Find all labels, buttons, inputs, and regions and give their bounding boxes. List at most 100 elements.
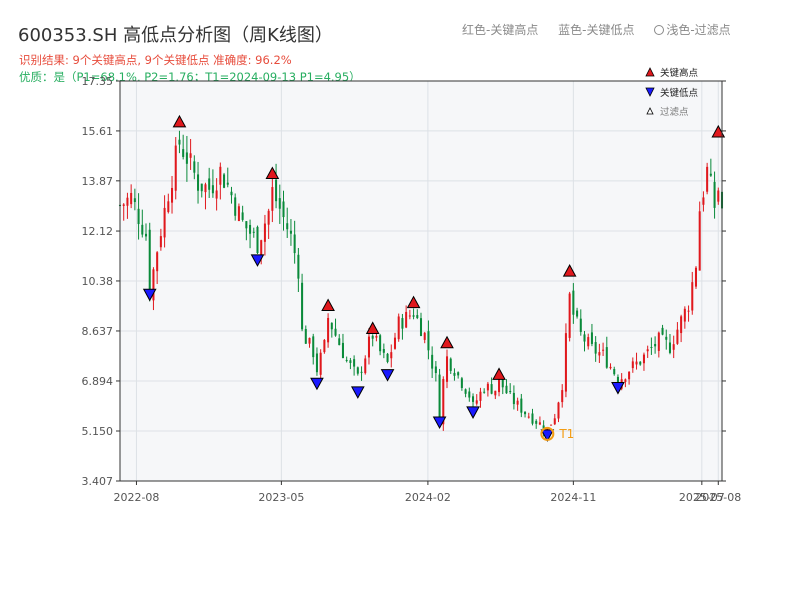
- candle-body: [457, 372, 460, 376]
- legend-filtered-icon: [646, 107, 654, 115]
- candle-body: [419, 318, 423, 337]
- plot-frame: [119, 80, 723, 482]
- y-tick-label: 5.150: [82, 425, 114, 438]
- candle-body: [249, 224, 252, 234]
- candle-body: [204, 184, 207, 193]
- candle-body: [590, 332, 593, 344]
- candle-body: [561, 390, 564, 403]
- key-high-marker: [711, 124, 726, 138]
- candle-body: [486, 383, 489, 391]
- candle-body: [557, 402, 560, 419]
- candle-body: [672, 344, 675, 350]
- candle-body: [490, 384, 493, 394]
- candle-body: [494, 390, 497, 396]
- candle-series: [118, 130, 724, 437]
- key-low-marker: [611, 382, 625, 395]
- key-high-marker: [172, 114, 187, 128]
- candle-body: [509, 390, 512, 393]
- candle-body: [709, 173, 712, 176]
- candle-body: [505, 385, 508, 394]
- candle-body: [665, 336, 668, 340]
- candle-body: [245, 221, 248, 229]
- legend-filtered-label: 过滤点: [660, 106, 689, 118]
- key-high-marker: [365, 321, 380, 334]
- t1-marker: [540, 426, 555, 441]
- candle-body: [360, 371, 363, 373]
- candle-body: [691, 282, 694, 311]
- legend-red-text: 红色-关键高点: [462, 23, 539, 37]
- candle-body: [349, 360, 352, 363]
- candle-body: [568, 293, 571, 338]
- candle-body: [141, 224, 144, 235]
- candle-body: [193, 161, 196, 173]
- candle-body: [564, 333, 567, 392]
- x-tick-label: 2024-11: [550, 491, 596, 504]
- candle-body: [605, 347, 608, 368]
- candle-body: [538, 422, 541, 425]
- candle-body: [234, 197, 237, 216]
- legend-high-icon: [645, 67, 655, 77]
- candle-body: [338, 338, 341, 346]
- result-summary: 识别结果: 9个关键高点, 9个关键低点 准确度: 96.2%: [19, 53, 292, 67]
- candle-body: [144, 233, 148, 237]
- candle-body: [631, 361, 634, 369]
- candle-body: [661, 327, 664, 335]
- candle-body: [152, 269, 155, 301]
- candle-body: [345, 359, 348, 361]
- candle-body: [434, 366, 437, 374]
- y-tick-label: 6.894: [82, 375, 114, 388]
- candle-body: [524, 411, 527, 415]
- candle-body: [706, 166, 709, 192]
- candle-body: [460, 378, 463, 388]
- candle-body: [442, 378, 445, 425]
- key-low-marker: [540, 429, 555, 442]
- candle-body: [475, 400, 478, 404]
- legend-low-icon: [645, 87, 655, 97]
- candle-body: [386, 353, 389, 362]
- candle-body: [156, 252, 159, 272]
- candle-body: [668, 342, 671, 353]
- color-legend: 红色-关键高点 蓝色-关键低点 浅色-过滤点: [462, 21, 747, 38]
- candle-body: [650, 346, 653, 348]
- key-high-marker: [562, 264, 577, 277]
- candle-body: [624, 379, 627, 382]
- candle-body: [412, 315, 415, 317]
- candle-body: [602, 349, 605, 351]
- key-high-marker: [440, 335, 454, 349]
- candle-body: [520, 398, 523, 413]
- candle-body: [226, 182, 229, 185]
- candle-body: [252, 231, 255, 233]
- candle-body: [167, 201, 170, 213]
- candle-body: [416, 315, 419, 319]
- candle-body: [171, 187, 174, 203]
- candle-body: [330, 322, 333, 330]
- candle-body: [375, 335, 378, 338]
- key-high-marker: [406, 295, 421, 309]
- candle-body: [215, 190, 218, 199]
- candle-body: [423, 332, 426, 340]
- grid-lines: [120, 81, 722, 481]
- candle-body: [438, 374, 441, 424]
- candle-body: [694, 267, 698, 287]
- candle-body: [223, 174, 226, 188]
- candle-body: [211, 185, 214, 194]
- candle-body: [479, 391, 482, 401]
- key-low-marker: [432, 416, 447, 429]
- candle-body: [130, 192, 133, 205]
- candle-body: [263, 223, 266, 242]
- candle-body: [301, 282, 304, 330]
- candle-body: [230, 191, 233, 196]
- candle-body: [698, 211, 701, 271]
- candle-body: [185, 152, 188, 164]
- candle-body: [278, 198, 281, 209]
- candle-body: [453, 372, 456, 376]
- candle-body: [390, 352, 393, 359]
- candle-body: [327, 317, 330, 343]
- candle-body: [267, 210, 270, 225]
- candle-body: [319, 352, 322, 375]
- candle-body: [282, 201, 285, 218]
- candle-body: [293, 234, 296, 254]
- candle-body: [237, 206, 240, 222]
- chart-title: 600353.SH 高低点分析图（周K线图）: [18, 25, 333, 46]
- pivot-markers: T1: [142, 114, 726, 442]
